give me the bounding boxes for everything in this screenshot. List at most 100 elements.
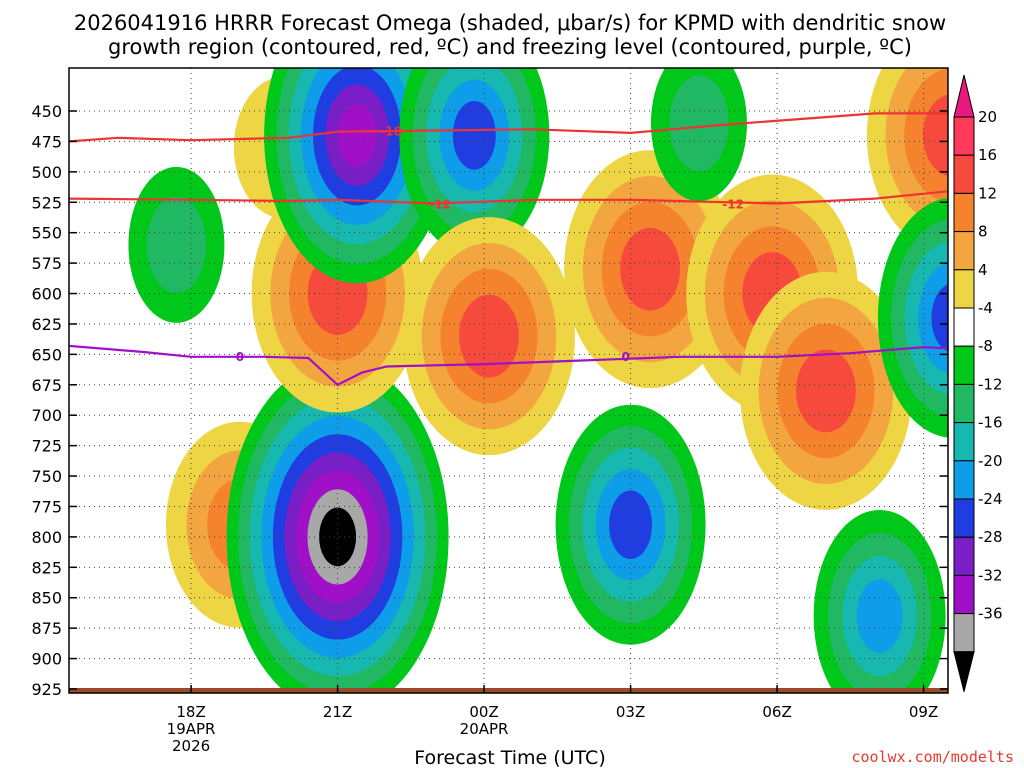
colorbar-bin (953, 269, 975, 309)
credit-text: coolwx.com/modelts (851, 748, 1014, 766)
colorbar-label: 20 (978, 108, 997, 126)
omega-feature-7 (402, 217, 575, 456)
colorbar-bin (953, 422, 975, 462)
omega-band (904, 68, 948, 203)
x-tick-date: 20APR (460, 720, 509, 738)
colorbar: 20 16 12 8 4 -4 -8 -12 -16 -20 -24 -28 -32 -36 (953, 74, 1003, 692)
contour-minus12 (69, 190, 948, 205)
omega-feature-3 (226, 360, 449, 693)
colorbar-label: 8 (978, 223, 988, 241)
omega-band (796, 349, 856, 433)
y-axis: 450 475 500 525 550 575 600 625 650 675 700 725 750 7… (31, 102, 948, 699)
x-axis-label: Forecast Time (UTC) (414, 747, 605, 768)
colorbar-bottom-arrow (953, 651, 975, 692)
x-tick-label: 18Z (176, 703, 205, 721)
omega-band (609, 490, 653, 560)
omega-band (620, 227, 681, 311)
omega-band (459, 294, 519, 378)
x-tick-label: 09Z (909, 703, 938, 721)
y-tick-label: 650 (31, 345, 62, 364)
colorbar-bin (953, 536, 975, 576)
y-tick-label: 450 (31, 102, 62, 121)
y-tick-label: 500 (31, 163, 62, 182)
colorbar-label: -24 (978, 490, 1003, 508)
y-tick-label: 750 (31, 467, 62, 486)
colorbar-label: -8 (978, 337, 993, 355)
y-tick-label: 900 (31, 650, 62, 669)
y-tick-label: 875 (31, 619, 62, 638)
omega-band (856, 579, 903, 653)
colorbar-bin (953, 307, 975, 347)
x-tick-year: 2026 (172, 737, 210, 755)
omega-band (931, 284, 948, 352)
omega-feature-15 (877, 198, 948, 438)
contour-label-freezing: 0 (236, 350, 244, 364)
contour-label-minus12b: -12 (722, 198, 744, 212)
chart-title-line1: 2026041916 HRRR Forecast Omega (shaded, … (74, 11, 946, 35)
x-tick-label: 06Z (762, 703, 791, 721)
colorbar-label: -4 (978, 299, 993, 317)
y-tick-label: 475 (31, 132, 62, 151)
temperature-contours: -18 -12 -12 0 0 (69, 112, 948, 387)
omega-band (146, 196, 206, 293)
y-tick-label: 825 (31, 558, 62, 577)
contour-freezing (69, 344, 948, 387)
omega-feature-10 (650, 68, 747, 202)
omega-field (128, 68, 948, 693)
colorbar-bin (953, 231, 975, 271)
x-tick-label: 00Z (469, 703, 498, 721)
colorbar-bin (953, 192, 975, 233)
colorbar-bin (953, 613, 975, 653)
colorbar-bin (953, 383, 975, 424)
y-tick-label: 675 (31, 376, 62, 395)
omega-feature-0 (128, 166, 225, 323)
omega-band (319, 507, 357, 567)
colorbar-label: -28 (978, 528, 1003, 546)
contour-minus18 (69, 112, 948, 143)
chart-title-line2: growth region (contoured, red, ºC) and f… (108, 35, 912, 59)
gridlines (69, 68, 948, 693)
colorbar-label: -20 (978, 452, 1003, 470)
colorbar-label: -36 (978, 605, 1003, 623)
y-tick-label: 575 (31, 254, 62, 273)
colorbar-bin (953, 116, 975, 156)
y-tick-label: 800 (31, 528, 62, 547)
colorbar-label: 16 (978, 146, 997, 164)
omega-feature-6 (399, 68, 550, 256)
contour-label-minus18: -18 (380, 125, 402, 139)
colorbar-label: -32 (978, 566, 1003, 584)
colorbar-label: 12 (978, 184, 997, 202)
omega-feature-13 (813, 510, 946, 693)
omega-band (452, 101, 496, 170)
colorbar-bin (953, 460, 975, 500)
omega-band (337, 104, 377, 167)
y-tick-label: 850 (31, 589, 62, 608)
y-tick-label: 550 (31, 224, 62, 243)
x-tick-date: 19APR (167, 720, 216, 738)
y-tick-label: 625 (31, 315, 62, 334)
omega-feature-9 (555, 404, 706, 645)
colorbar-bin (953, 345, 975, 385)
y-tick-label: 925 (31, 680, 62, 699)
colorbar-top-arrow (953, 74, 975, 118)
y-tick-label: 775 (31, 497, 62, 516)
contour-label-minus12: -12 (429, 198, 451, 212)
x-tick-label: 21Z (323, 703, 352, 721)
plot-frame (68, 67, 949, 694)
contour-label-freezing-label2: 0 (622, 350, 630, 364)
colorbar-bin (953, 154, 975, 194)
terrain-ground-strip (69, 688, 948, 693)
x-tick-label: 03Z (616, 703, 645, 721)
colorbar-bin (953, 574, 975, 615)
omega-band (669, 75, 729, 172)
colorbar-label: -16 (978, 414, 1003, 432)
y-tick-label: 725 (31, 437, 62, 456)
y-tick-label: 525 (31, 193, 62, 212)
y-tick-label: 700 (31, 406, 62, 425)
colorbar-label: -12 (978, 375, 1003, 393)
colorbar-label: 4 (978, 261, 988, 279)
omega-band (922, 94, 948, 177)
omega-band (918, 262, 948, 374)
